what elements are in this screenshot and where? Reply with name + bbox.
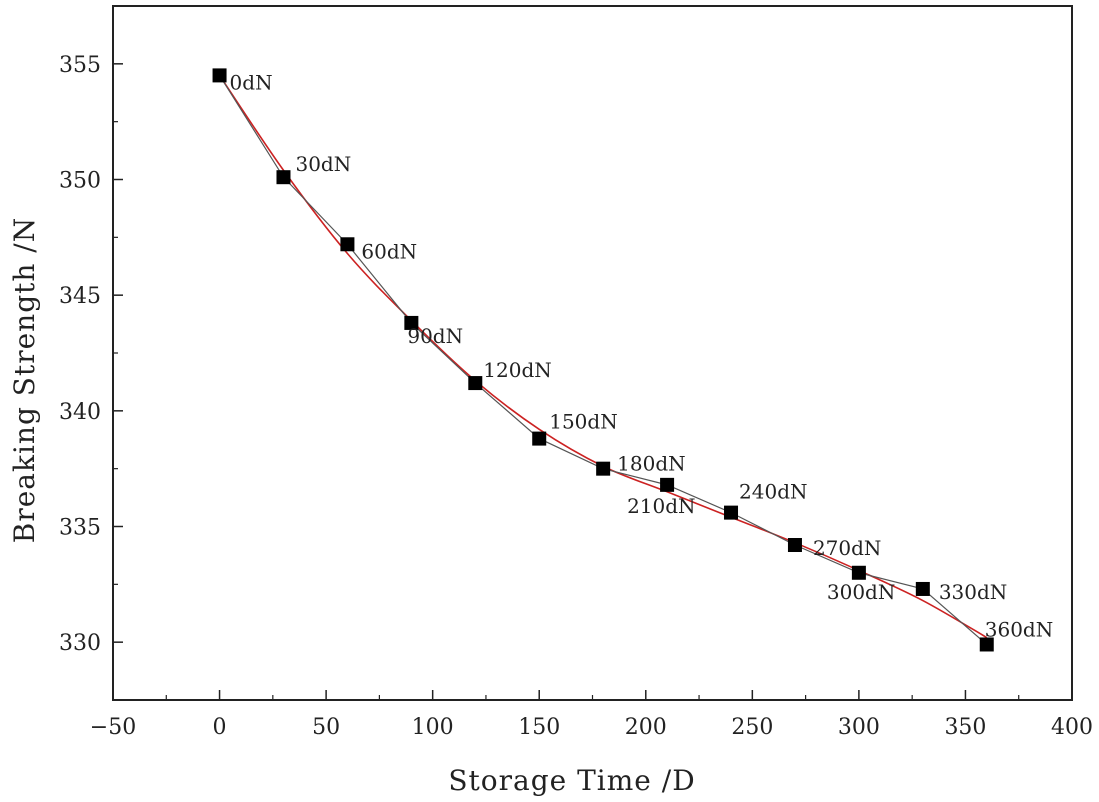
x-tick-label: 300 [838,715,880,740]
x-tick-label: 250 [731,715,773,740]
data-label: 0dN [230,70,273,94]
x-tick-label: 200 [625,715,667,740]
data-label: 330dN [939,580,1007,604]
data-point [468,376,483,391]
y-tick-label: 330 [59,631,101,656]
y-axis-title: Breaking Strength /N [8,217,41,543]
data-label: 180dN [617,452,685,476]
y-tick-label: 355 [59,53,101,78]
y-tick-label: 335 [59,516,101,541]
data-label: 30dN [295,152,351,176]
data-label: 120dN [483,358,551,382]
data-label: 90dN [407,324,463,348]
data-label: 270dN [813,536,881,560]
data-points-group [212,68,994,652]
data-label: 60dN [361,239,417,263]
x-tick-label: 150 [518,715,560,740]
x-tick-label: 0 [213,715,227,740]
x-axis-title: Storage Time /D [448,764,695,797]
data-label: 240dN [739,480,807,504]
data-label: 300dN [827,580,895,604]
data-point [915,581,930,596]
y-tick-label: 345 [59,284,101,309]
data-label: 150dN [549,410,617,434]
data-point [532,431,547,446]
data-point [340,237,355,252]
y-tick-label: 350 [59,169,101,194]
data-point [787,538,802,553]
x-tick-label: −50 [90,715,136,740]
data-label: 210dN [627,494,695,518]
data-point [404,315,419,330]
x-tick-label: 50 [312,715,340,740]
data-label: 360dN [985,617,1053,641]
x-tick-label: 350 [944,715,986,740]
data-point [851,565,866,580]
data-point [276,170,291,185]
data-point [979,637,994,652]
x-tick-label: 400 [1051,715,1093,740]
data-point [212,68,227,83]
x-tick-label: 100 [412,715,454,740]
data-point [724,505,739,520]
data-point [660,477,675,492]
y-tick-label: 340 [59,400,101,425]
data-point [596,461,611,476]
axes-group: −50 0 50 100 150 200 250 300 350 400 330 335 340 345 3… [59,5,1093,740]
